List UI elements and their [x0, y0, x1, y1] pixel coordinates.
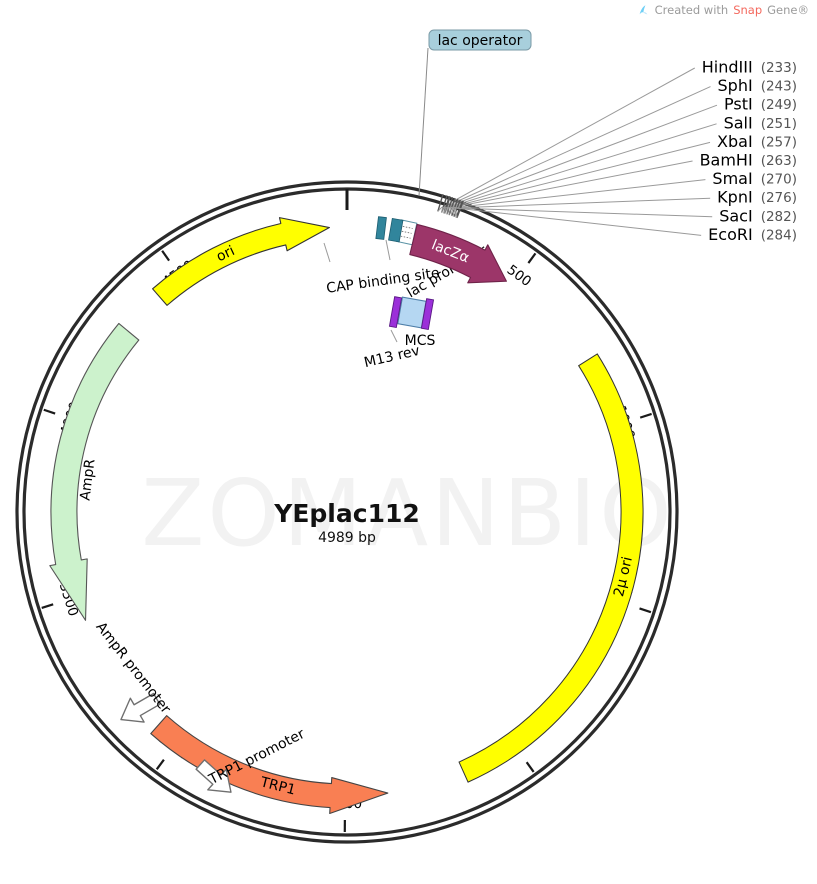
primer-bar-right [420, 298, 435, 330]
snapgene-brand-snap: Snap [733, 3, 763, 17]
restriction-site[interactable]: (251) SalI [443, 113, 797, 214]
site-name: HindIII [702, 58, 753, 77]
feature-cap-binding-site[interactable] [375, 216, 387, 240]
site-leader [447, 141, 711, 209]
restriction-site[interactable]: (263) BamHI [448, 151, 797, 216]
feature-two-micron-ori[interactable] [458, 353, 644, 783]
site-name: BamHI [700, 151, 753, 170]
feature-lacz-alpha[interactable] [409, 223, 507, 284]
feature-ori[interactable] [152, 217, 330, 306]
feature-shape [458, 353, 644, 783]
site-leader-tail [444, 207, 447, 214]
site-position: (284) [761, 227, 797, 243]
feature-label-mcs: MCS [405, 333, 436, 349]
site-leader [452, 197, 711, 209]
feature-shape [152, 217, 330, 306]
restriction-site[interactable]: (284) EcoRI [454, 200, 797, 244]
leader-lac-promoter [385, 239, 391, 261]
feature-mcs[interactable] [388, 296, 435, 343]
site-name: KpnI [717, 188, 753, 207]
feature-lac-promoter[interactable] [388, 217, 404, 243]
watermark-text: ZOMANBIO [141, 460, 674, 567]
feature-trp1-promoter[interactable] [191, 754, 240, 802]
ruler-tick-label: 500 [504, 262, 534, 290]
site-leader [450, 179, 706, 209]
site-leader [453, 207, 713, 218]
feature-shape [195, 759, 232, 793]
feature-label-ampr: AmpR [77, 458, 98, 502]
feature-shape [49, 322, 140, 621]
ruler-tick: 500 [504, 252, 537, 290]
site-name: XbaI [717, 132, 753, 151]
feature-shape [409, 223, 507, 284]
site-name: SmaI [712, 169, 752, 188]
site-leader-tail [453, 207, 457, 218]
site-position: (263) [761, 153, 797, 169]
site-leader-tail [446, 207, 448, 215]
site-name: SalI [724, 113, 753, 132]
feature-shape [397, 296, 427, 329]
site-tick [455, 200, 464, 218]
site-position: (251) [761, 116, 797, 132]
plasmid-name: YEplac112 [273, 499, 420, 528]
site-leader-tail [441, 207, 444, 213]
site-position: (270) [761, 172, 797, 188]
leader-m13-rev [390, 329, 398, 343]
lac-operator-callout[interactable]: lac operator [418, 29, 532, 197]
feature-shape [120, 692, 161, 723]
restriction-sites: (233)HindIII(243)SphI(249)PstI(251)SalI(… [437, 58, 797, 244]
site-position: (249) [761, 97, 797, 113]
site-leader-tail [450, 207, 453, 217]
restriction-site[interactable]: (243) SphI [440, 76, 797, 213]
site-position: (243) [761, 79, 797, 95]
site-position: (233) [761, 60, 797, 76]
site-leader-tail [437, 207, 442, 212]
site-leader-tail [451, 207, 455, 217]
site-tick [437, 193, 444, 212]
restriction-site[interactable]: (257) XbaI [446, 132, 797, 215]
site-position: (276) [761, 190, 797, 206]
site-leader [442, 86, 711, 209]
site-tick [446, 197, 454, 215]
snapgene-credit-prefix: Created with [654, 3, 729, 17]
site-name: PstI [724, 95, 753, 114]
site-leader [448, 160, 693, 209]
restriction-site[interactable]: (276) KpnI [451, 188, 797, 218]
primer-bar-left [388, 296, 403, 328]
feature-ampr[interactable] [49, 322, 140, 621]
feature-label-m13-rev: M13 rev [363, 343, 422, 371]
snapgene-brand-gene: Gene® [767, 3, 809, 17]
snapgene-credit: Created with Snap Gene® [637, 3, 809, 17]
site-tick [448, 197, 456, 216]
site-leader [455, 207, 702, 236]
feature-shape [388, 217, 404, 243]
site-name: SacI [719, 206, 752, 225]
feature-label-ori: ori [214, 243, 237, 265]
feature-shape [375, 216, 387, 240]
feature-ampr-promoter[interactable] [114, 687, 163, 731]
site-name: EcoRI [708, 225, 753, 244]
site-tick [456, 200, 464, 219]
lac-operator-label: lac operator [438, 33, 523, 49]
snapgene-logo-icon [639, 4, 648, 14]
site-leader [444, 104, 718, 209]
restriction-site[interactable]: (249) PstI [443, 95, 797, 214]
restriction-site[interactable]: (282) SacI [453, 200, 797, 226]
site-leader [440, 67, 695, 209]
site-leader-tail [454, 207, 458, 218]
site-name: SphI [718, 76, 753, 95]
site-leader [445, 123, 717, 209]
site-position: (257) [761, 134, 797, 150]
restriction-site[interactable]: (233) HindIII [437, 58, 797, 212]
plasmid-length: 4989 bp [318, 530, 376, 546]
leader-cap-binding-site [323, 242, 331, 263]
site-position: (282) [761, 209, 797, 225]
